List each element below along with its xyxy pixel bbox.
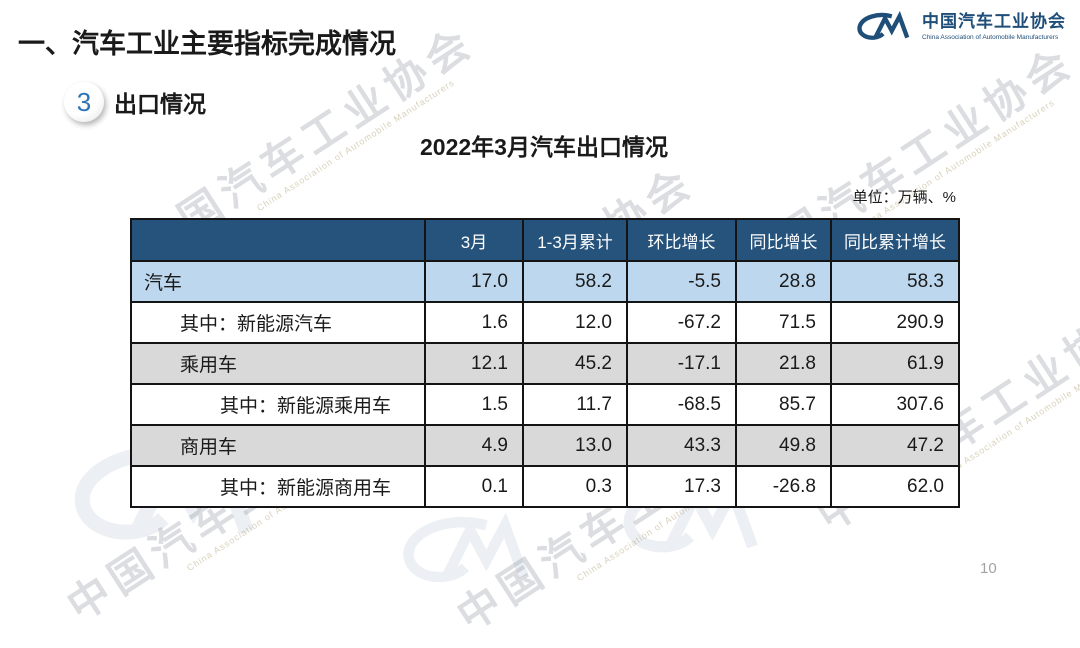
cell-value: 13.0 <box>522 424 628 467</box>
column-header: 环比增长 <box>626 218 737 262</box>
cell-value: 28.8 <box>735 260 832 303</box>
row-label: 其中：新能源汽车 <box>130 301 426 344</box>
cell-value: 12.1 <box>424 342 524 385</box>
table-body: 汽车 17.0 58.2 -5.5 28.8 58.3 其中：新能源汽车 1.6 12.0 -67… <box>130 260 960 508</box>
cell-value: 0.3 <box>522 465 628 508</box>
table-header-row: 3月 1-3月累计 环比增长 同比增长 同比累计增长 <box>130 218 960 262</box>
table-row: 乘用车 12.1 45.2 -17.1 21.8 61.9 <box>130 342 960 385</box>
cell-value: 4.9 <box>424 424 524 467</box>
row-label: 乘用车 <box>130 342 426 385</box>
row-label: 汽车 <box>130 260 426 303</box>
row-label: 其中：新能源乘用车 <box>130 383 426 426</box>
caam-logo-icon <box>857 11 910 40</box>
cell-value: 290.9 <box>830 301 960 344</box>
cell-value: -67.2 <box>626 301 737 344</box>
table-row: 其中：新能源乘用车 1.5 11.7 -68.5 85.7 307.6 <box>130 383 960 426</box>
cell-value: 61.9 <box>830 342 960 385</box>
cell-value: 12.0 <box>522 301 628 344</box>
cell-value: -68.5 <box>626 383 737 426</box>
caam-logo-watermark-icon <box>403 512 529 583</box>
cell-value: 1.5 <box>424 383 524 426</box>
corner-cell <box>130 218 426 262</box>
cell-value: 0.1 <box>424 465 524 508</box>
cell-value: 85.7 <box>735 383 832 426</box>
cell-value: 62.0 <box>830 465 960 508</box>
cell-value: 307.6 <box>830 383 960 426</box>
cell-value: 49.8 <box>735 424 832 467</box>
cell-value: 17.3 <box>626 465 737 508</box>
table-row: 商用车 4.9 13.0 43.3 49.8 47.2 <box>130 424 960 467</box>
cell-value: 71.5 <box>735 301 832 344</box>
caam-logo-text: 中国汽车工业协会 China Association of Automobile… <box>922 12 1066 41</box>
cell-value: 43.3 <box>626 424 737 467</box>
table-title: 2022年3月汽车出口情况 <box>420 134 668 160</box>
table-row: 其中：新能源商用车 0.1 0.3 17.3 -26.8 62.0 <box>130 465 960 508</box>
caam-name-cn: 中国汽车工业协会 <box>922 12 1066 32</box>
section-heading: 3 出口情况 <box>64 82 206 122</box>
cell-value: -17.1 <box>626 342 737 385</box>
export-table: 3月 1-3月累计 环比增长 同比增长 同比累计增长 汽车 17.0 58.2 -5.5 28.… <box>130 218 960 508</box>
cell-value: 21.8 <box>735 342 832 385</box>
page-number: 10 <box>980 560 997 577</box>
column-header: 3月 <box>424 218 524 262</box>
table-row: 其中：新能源汽车 1.6 12.0 -67.2 71.5 290.9 <box>130 301 960 344</box>
cell-value: 1.6 <box>424 301 524 344</box>
cell-value: 11.7 <box>522 383 628 426</box>
data-table: 3月 1-3月累计 环比增长 同比增长 同比累计增长 汽车 17.0 58.2 -5.5 28.… <box>130 218 960 508</box>
cell-value: 58.2 <box>522 260 628 303</box>
column-header: 同比增长 <box>735 218 832 262</box>
cell-value: 47.2 <box>830 424 960 467</box>
cell-value: -5.5 <box>626 260 737 303</box>
cell-value: -26.8 <box>735 465 832 508</box>
section-number-badge: 3 <box>64 82 104 122</box>
table-row: 汽车 17.0 58.2 -5.5 28.8 58.3 <box>130 260 960 303</box>
page-title: 一、汽车工业主要指标完成情况 <box>18 29 396 59</box>
row-label: 其中：新能源商用车 <box>130 465 426 508</box>
column-header: 1-3月累计 <box>522 218 628 262</box>
cell-value: 17.0 <box>424 260 524 303</box>
unit-note: 单位：万辆、% <box>852 189 956 206</box>
caam-logo: 中国汽车工业协会 China Association of Automobile… <box>856 10 1066 44</box>
caam-name-en: China Association of Automobile Manufact… <box>922 33 1059 41</box>
row-label: 商用车 <box>130 424 426 467</box>
cell-value: 45.2 <box>522 342 628 385</box>
cell-value: 58.3 <box>830 260 960 303</box>
column-header: 同比累计增长 <box>830 218 960 262</box>
section-title: 出口情况 <box>114 91 206 117</box>
